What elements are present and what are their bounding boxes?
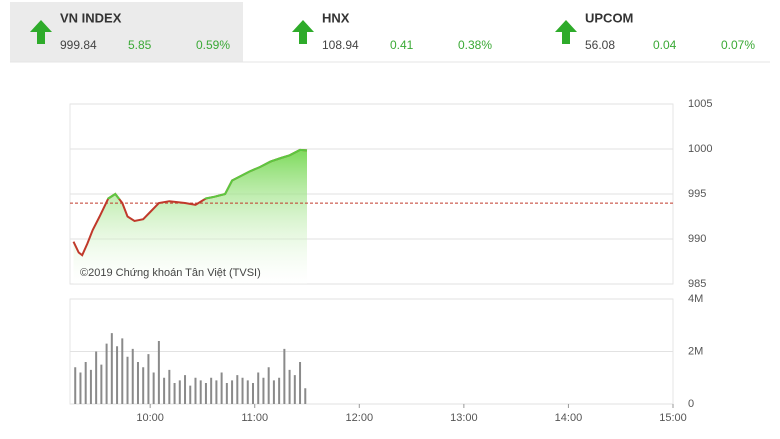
volume-bar	[210, 377, 213, 404]
volume-bar	[79, 372, 82, 404]
volume-bar	[110, 333, 113, 404]
ticker-value: 108.94	[322, 38, 359, 52]
volume-bar	[299, 362, 302, 404]
x-tick-label: 10:00	[136, 412, 164, 424]
x-tick-label: 14:00	[555, 412, 583, 424]
ticker-change: 5.85	[128, 38, 152, 52]
volume-bar	[236, 375, 239, 404]
y-tick-label: 985	[688, 278, 706, 290]
x-tick-label: 11:00	[241, 412, 268, 424]
y-tick-label: 990	[688, 233, 706, 245]
up-arrow	[30, 20, 52, 44]
volume-bar	[225, 383, 228, 404]
volume-bar	[262, 377, 265, 404]
volume-bar	[74, 367, 77, 404]
ticker-value: 999.84	[60, 38, 97, 52]
y-tick-label: 1005	[688, 98, 712, 110]
volume-bar	[168, 369, 171, 404]
volume-bar	[241, 377, 244, 404]
volume-bar	[163, 377, 166, 404]
volume-bar	[142, 367, 145, 404]
ticker-change: 0.04	[653, 38, 677, 52]
y-tick-label: 4M	[688, 293, 703, 305]
volume-bar	[131, 348, 134, 404]
volume-bar	[220, 372, 223, 404]
y-tick-label: 2M	[688, 345, 703, 357]
ticker-percent: 0.07%	[721, 38, 755, 52]
copyright: ©2019 Chứng khoán Tân Việt (TVSI)	[80, 267, 261, 279]
volume-bar	[116, 346, 119, 404]
volume-bar	[152, 372, 155, 404]
volume-bar	[257, 372, 260, 404]
ticker-percent: 0.59%	[196, 38, 230, 52]
volume-bar	[95, 351, 98, 404]
volume-bar	[136, 362, 139, 404]
y-tick-label: 995	[688, 188, 706, 200]
ticker-percent: 0.38%	[458, 38, 492, 52]
volume-bar	[121, 338, 124, 404]
y-tick-label: 0	[688, 398, 694, 410]
volume-bar	[215, 380, 218, 404]
volume-bar	[204, 383, 207, 404]
x-tick-label: 12:00	[346, 412, 374, 424]
volume-bar	[189, 385, 192, 404]
ticker-value: 56.08	[585, 38, 615, 52]
volume-bar	[272, 380, 275, 404]
volume-bar	[157, 341, 160, 404]
volume-bar	[293, 375, 296, 404]
volume-bar	[194, 377, 197, 404]
up-arrow	[555, 20, 577, 44]
volume-bar	[231, 380, 234, 404]
volume-bar	[178, 380, 181, 404]
area	[73, 149, 308, 284]
volume-bar	[100, 364, 103, 404]
ticker-name: HNX	[322, 10, 350, 25]
volume-bar	[267, 367, 270, 404]
x-tick-label: 13:00	[450, 412, 478, 424]
volume-bar	[184, 375, 187, 404]
volume-bar	[84, 362, 87, 404]
y-tick-label: 1000	[688, 143, 712, 155]
volume-bar	[288, 369, 291, 404]
volume-bar	[126, 356, 129, 404]
volume-bar	[251, 383, 254, 404]
volume-bar	[89, 369, 92, 404]
volume-bar	[105, 343, 108, 404]
up-arrow	[292, 20, 314, 44]
volume-bar	[278, 377, 281, 404]
volume-bar	[283, 348, 286, 404]
volume-bar	[147, 354, 150, 404]
ticker-name: VN INDEX	[60, 10, 122, 25]
volume-bar	[304, 388, 307, 404]
x-tick-label: 15:00	[659, 412, 687, 424]
price-line-above	[106, 148, 308, 200]
volume-bar	[246, 380, 249, 404]
ticker-name: UPCOM	[585, 10, 633, 25]
volume-bar	[173, 383, 176, 404]
volume-bar	[199, 380, 202, 404]
ticker-change: 0.41	[390, 38, 414, 52]
